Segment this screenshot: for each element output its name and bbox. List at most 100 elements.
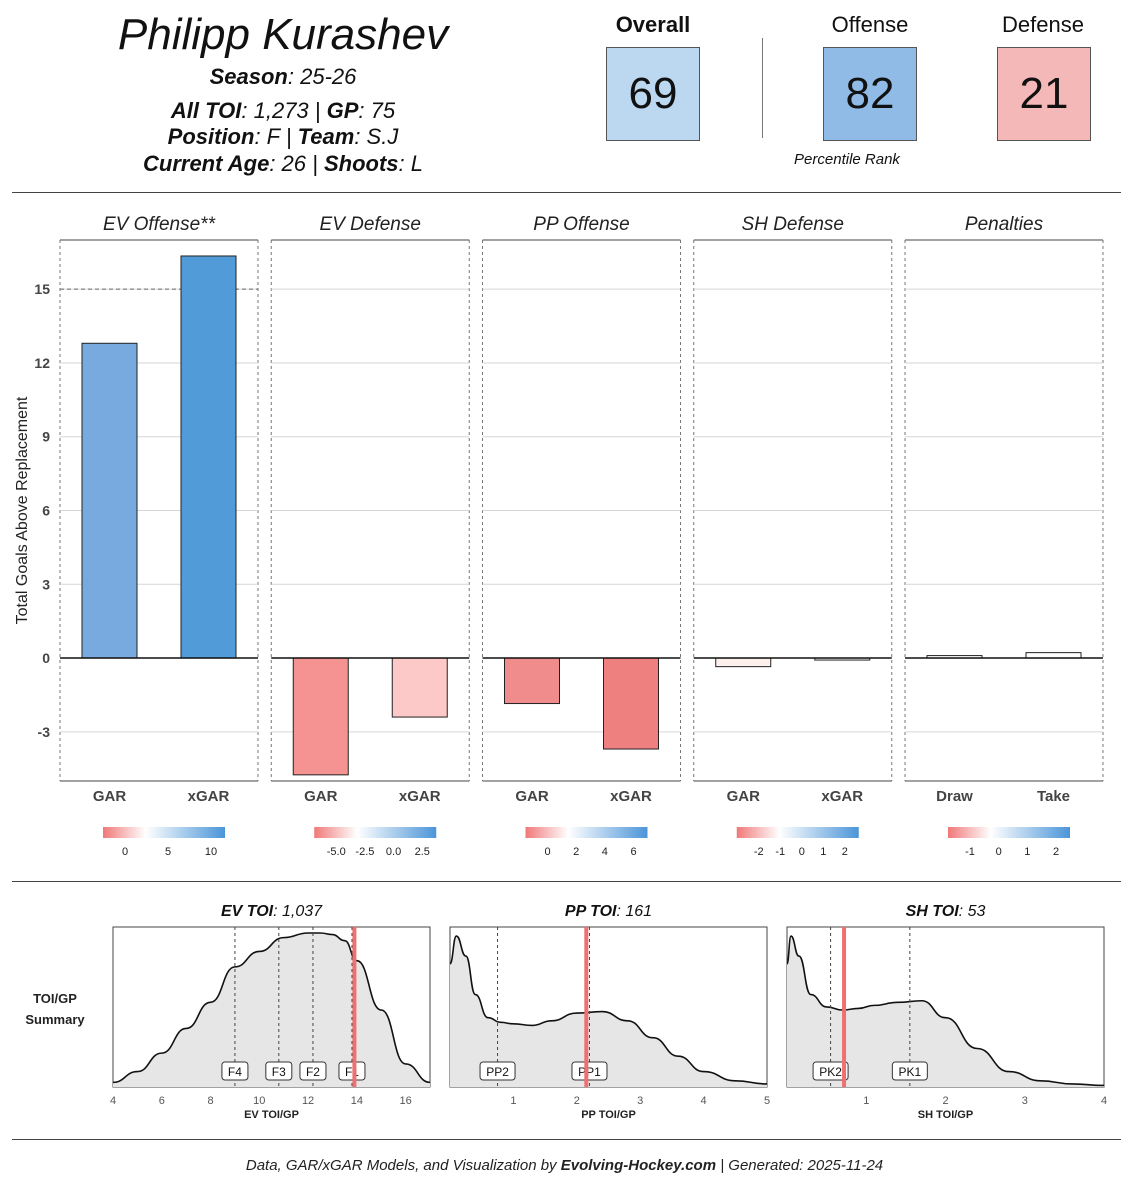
- toi-title-bold: SH TOI: [906, 903, 960, 920]
- toi-x-tick-label: 6: [159, 1095, 165, 1107]
- role-marker-box: [479, 1061, 516, 1081]
- legend-color-bar: [736, 827, 859, 838]
- gar-panel-4: Penalties Draw Take -1 0 1 2: [904, 214, 1104, 858]
- row-label-summary: Summary: [25, 1012, 85, 1027]
- toi-title-rest: : 53: [959, 903, 986, 920]
- x-tick-label: Draw: [936, 788, 973, 805]
- bar-xgar: [603, 657, 659, 750]
- toi-panel-title: PP TOI: 161: [565, 903, 652, 920]
- panel-title: EV Defense: [320, 214, 421, 235]
- x-tick-label: xGAR: [610, 788, 652, 805]
- gp-value: : 75: [358, 98, 396, 123]
- x-tick-label: GAR: [727, 788, 761, 805]
- toi-panel-title: EV TOI: 1,037: [221, 903, 323, 920]
- toi-x-tick-label: 4: [701, 1095, 707, 1107]
- overall-rank-label: Overall: [615, 12, 691, 37]
- toi-panel-1: PP TOI: 161 PP2 PP1 1 2 3 4 5 PP TOI/GP: [449, 903, 770, 1121]
- density-area: [113, 933, 430, 1087]
- panel-title: Penalties: [965, 214, 1044, 235]
- x-tick-label: GAR: [515, 788, 549, 805]
- gar-panel-2: PP Offense GAR xGAR 0 2 4 6: [482, 214, 681, 858]
- y-tick-label: 12: [34, 355, 50, 371]
- legend-tick-label: -1: [775, 846, 785, 858]
- gar-bar-chart: Total Goals Above Replacement-303691215E…: [14, 214, 1104, 858]
- role-marker-box: [812, 1061, 849, 1081]
- footer-divider: [12, 1139, 1121, 1140]
- density-curve: [786, 935, 1105, 1087]
- position-label: Position: [167, 124, 255, 149]
- bar-gar: [81, 342, 138, 659]
- footer: Data, GAR/xGAR Models, and Visualization…: [0, 1157, 1129, 1174]
- toi-x-axis-label: EV TOI/GP: [244, 1109, 299, 1121]
- role-marker-label: PK1: [898, 1065, 921, 1079]
- toi-x-tick-label: 1: [510, 1095, 516, 1107]
- row-label-toi-gp: TOI/GP: [33, 991, 77, 1006]
- footer-prefix: Data, GAR/xGAR Models, and Visualization…: [245, 1157, 561, 1174]
- role-marker-label: F3: [272, 1065, 286, 1079]
- legend-tick-label: -2.5: [355, 846, 374, 858]
- legend-tick-label: -5.0: [327, 846, 346, 858]
- toi-x-tick-label: 8: [207, 1095, 213, 1107]
- shoots-value: : L: [398, 151, 423, 176]
- legend-color-bar: [948, 827, 1070, 838]
- legend-tick-label: 2: [1053, 846, 1059, 858]
- toi-panel-2: SH TOI: 53 PK2 PK1 1 2 3 4 SH TOI/GP: [786, 903, 1107, 1121]
- role-marker-label: PK2: [819, 1065, 842, 1079]
- legend-tick-label: 1: [820, 846, 826, 858]
- legend-color-bar: [103, 827, 225, 838]
- legend-tick-label: 0: [544, 846, 550, 858]
- y-tick-label: -3: [38, 724, 51, 740]
- toi-x-tick-label: 2: [942, 1095, 948, 1107]
- footer-suffix: | Generated: 2025-11-24: [716, 1157, 884, 1174]
- bar-take: [1025, 652, 1082, 659]
- role-marker-box: [338, 1061, 366, 1081]
- toi-x-tick-label: 5: [764, 1095, 770, 1107]
- toi-panel-title: SH TOI: 53: [906, 903, 986, 920]
- toi-x-tick-label: 10: [253, 1095, 265, 1107]
- season-line: Season: 25-26: [0, 64, 566, 90]
- density-area: [450, 936, 767, 1087]
- position-value: : F |: [254, 124, 298, 149]
- role-marker-label: PP2: [486, 1065, 509, 1079]
- toi-x-tick-label: 1: [863, 1095, 869, 1107]
- toi-x-axis-label: PP TOI/GP: [581, 1109, 636, 1121]
- legend-tick-label: 0.0: [386, 846, 401, 858]
- gar-panel-1: EV Defense GAR xGAR -5.0 -2.5 0.0 2.5: [270, 214, 470, 858]
- legend-tick-label: 0: [996, 846, 1002, 858]
- age-label: Current Age: [143, 151, 270, 176]
- density-area: [787, 936, 1104, 1087]
- gar-panel-0: EV Offense** GAR xGAR 0 5 10: [59, 214, 259, 858]
- panel-title: SH Defense: [742, 214, 844, 235]
- toi-title-rest: : 1,037: [273, 903, 323, 920]
- defense-rank-value: 21: [1019, 69, 1069, 118]
- x-tick-label: GAR: [93, 788, 127, 805]
- toi-x-tick-label: 4: [1101, 1095, 1107, 1107]
- defense-rank-label: Defense: [1002, 12, 1084, 37]
- gar-panel-3: SH Defense GAR xGAR -2 -1 0 1 2: [693, 214, 893, 858]
- team-value: : S.J: [354, 124, 399, 149]
- player-name: Philipp Kurashev: [117, 10, 449, 59]
- legend-tick-label: 10: [205, 846, 217, 858]
- legend-tick-label: 4: [602, 846, 608, 858]
- role-marker-box: [891, 1061, 928, 1081]
- role-marker-box: [221, 1061, 249, 1081]
- toi-title-rest: : 161: [616, 903, 652, 920]
- legend-tick-label: -2: [754, 846, 764, 858]
- density-curve: [112, 932, 431, 1084]
- y-tick-label: 0: [42, 650, 50, 666]
- x-tick-label: Take: [1037, 788, 1070, 805]
- bar-gar: [292, 657, 349, 776]
- x-tick-label: xGAR: [188, 788, 230, 805]
- legend-tick-label: 2: [842, 846, 848, 858]
- team-label: Team: [297, 124, 355, 149]
- bar-xgar: [180, 255, 237, 659]
- charts-divider: [12, 881, 1121, 882]
- y-axis-label: Total Goals Above Replacement: [14, 396, 31, 624]
- y-tick-label: 3: [42, 576, 50, 592]
- panel-title: PP Offense: [533, 214, 629, 235]
- gp-label: GP: [326, 98, 359, 123]
- header-divider: [12, 192, 1121, 193]
- legend-tick-label: 0: [799, 846, 805, 858]
- y-tick-label: 6: [42, 503, 50, 519]
- role-marker-label: PP1: [578, 1065, 601, 1079]
